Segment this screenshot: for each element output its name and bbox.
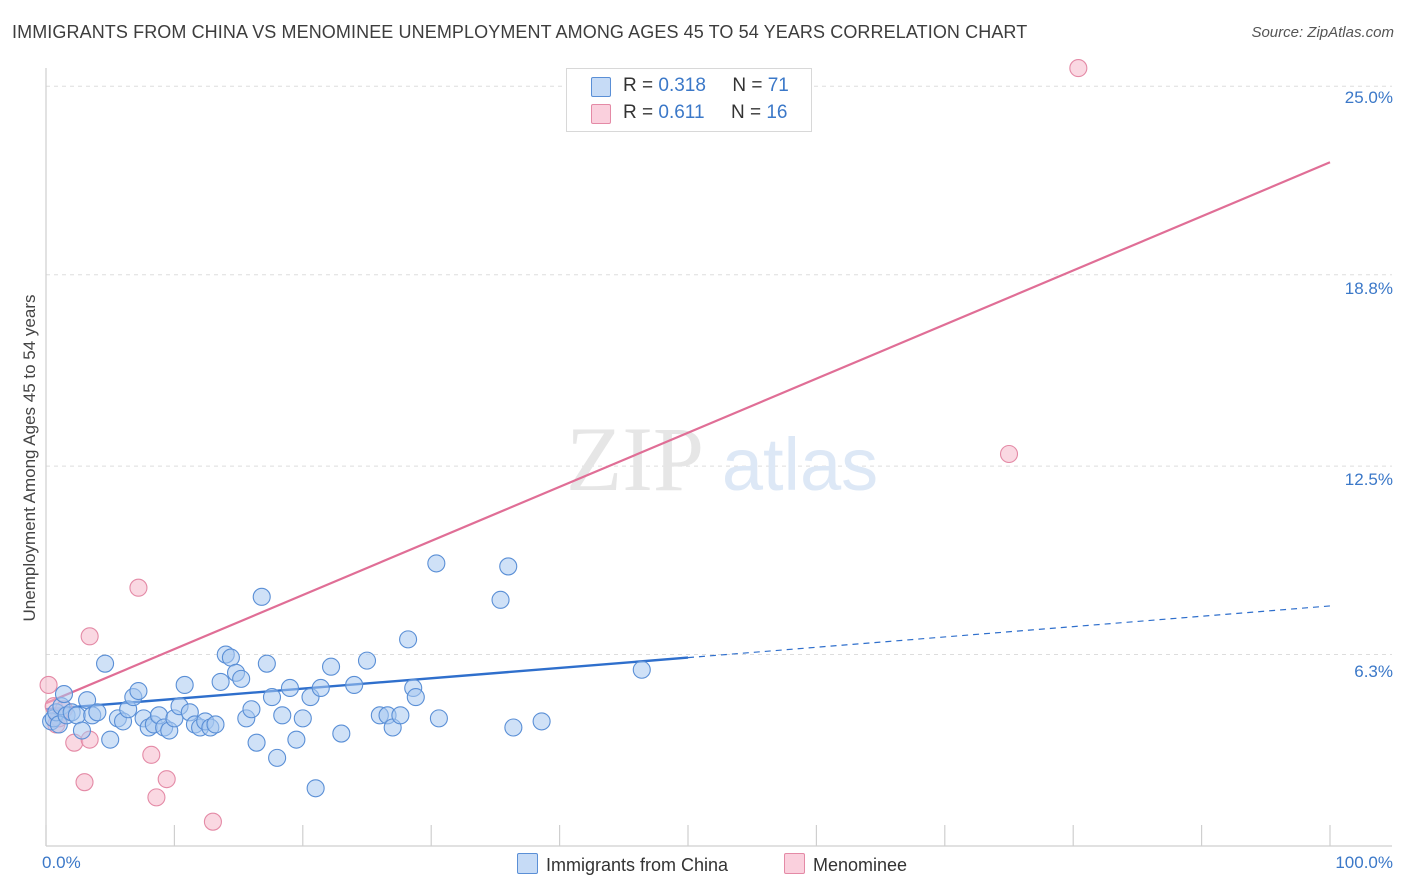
trendline-china bbox=[45, 656, 689, 711]
data-point-china bbox=[232, 669, 251, 688]
bottom-legend-swatch-china bbox=[517, 853, 538, 874]
legend-n-value-china: 71 bbox=[767, 75, 789, 96]
trendline-china-extension bbox=[687, 605, 1331, 659]
data-point-china bbox=[247, 733, 266, 752]
x-tick-label-max: 100.0% bbox=[1335, 853, 1393, 872]
legend-r-value-menominee: 0.611 bbox=[658, 102, 705, 123]
data-point-menominee bbox=[203, 812, 222, 831]
data-point-china bbox=[429, 709, 448, 728]
chart-title: IMMIGRANTS FROM CHINA VS MENOMINEE UNEMP… bbox=[12, 22, 1028, 42]
y-axis-label: Unemployment Among Ages 45 to 54 years bbox=[20, 294, 39, 622]
data-point-china bbox=[306, 779, 325, 798]
watermark-zip: ZIP bbox=[566, 408, 704, 510]
data-point-china bbox=[101, 730, 120, 749]
data-point-china bbox=[391, 706, 410, 725]
data-point-china bbox=[293, 709, 312, 728]
data-point-china bbox=[221, 648, 240, 667]
data-point-china bbox=[96, 654, 115, 673]
legend-n-value-menominee: 16 bbox=[766, 102, 788, 123]
y-tick-label: 12.5% bbox=[1344, 470, 1393, 489]
bottom-legend-label-menominee: Menominee bbox=[813, 855, 908, 875]
data-point-china bbox=[406, 688, 425, 707]
data-point-menominee bbox=[999, 444, 1019, 464]
legend-n-label: N = bbox=[732, 75, 763, 96]
correlation-legend: R = 0.318 N = 71 R = 0.611 N = 16 bbox=[566, 68, 812, 132]
y-tick-label: 6.3% bbox=[1354, 662, 1393, 681]
data-point-menominee bbox=[75, 773, 94, 792]
bottom-legend-label-china: Immigrants from China bbox=[546, 855, 729, 875]
bottom-legend-swatch-menominee bbox=[784, 853, 805, 874]
legend-n-label: N = bbox=[730, 102, 762, 123]
data-point-china bbox=[311, 678, 330, 698]
legend-r-value-china: 0.318 bbox=[658, 75, 706, 96]
data-point-china bbox=[280, 678, 300, 698]
data-point-menominee bbox=[142, 745, 161, 764]
data-point-menominee bbox=[1069, 59, 1088, 78]
data-point-menominee bbox=[129, 578, 148, 597]
data-point-china bbox=[427, 554, 446, 573]
data-point-china bbox=[287, 730, 306, 749]
data-point-china bbox=[504, 718, 523, 737]
data-point-china bbox=[399, 630, 418, 649]
data-point-china bbox=[273, 706, 292, 725]
data-point-china bbox=[321, 657, 341, 676]
data-point-menominee bbox=[80, 627, 99, 646]
data-point-china bbox=[252, 587, 271, 606]
data-point-china bbox=[491, 590, 510, 609]
bottom-legend-menominee: Menominee bbox=[784, 853, 907, 876]
y-tick-label: 18.8% bbox=[1344, 279, 1393, 298]
legend-r-label: R = bbox=[623, 75, 654, 96]
legend-swatch-china bbox=[591, 77, 611, 97]
axes bbox=[45, 68, 1392, 847]
data-point-china bbox=[268, 748, 287, 767]
watermark-atlas: atlas bbox=[722, 423, 878, 506]
data-point-china bbox=[211, 672, 230, 691]
data-point-china bbox=[242, 700, 261, 719]
grid-lines bbox=[46, 85, 1392, 656]
trendline-menominee bbox=[45, 161, 1331, 705]
data-point-china bbox=[67, 706, 86, 725]
data-point-china bbox=[632, 660, 651, 679]
bottom-legend-china: Immigrants from China bbox=[517, 853, 728, 876]
data-point-china bbox=[357, 651, 377, 670]
data-point-menominee bbox=[157, 770, 176, 789]
trendlines bbox=[45, 161, 1331, 711]
china-points bbox=[42, 554, 651, 798]
data-point-china bbox=[532, 712, 551, 731]
data-point-china bbox=[54, 685, 74, 704]
data-point-china bbox=[332, 724, 351, 743]
data-point-china bbox=[499, 557, 518, 576]
source-label: Source: ZipAtlas.com bbox=[1251, 24, 1394, 41]
data-point-china bbox=[345, 675, 364, 694]
data-point-china bbox=[72, 721, 92, 740]
data-point-china bbox=[257, 654, 276, 673]
data-point-china bbox=[129, 681, 148, 701]
data-point-china bbox=[88, 703, 107, 722]
data-point-china bbox=[175, 675, 194, 694]
y-tick-label: 25.0% bbox=[1344, 88, 1393, 107]
legend-swatch-menominee bbox=[591, 104, 611, 124]
legend-r-label: R = bbox=[623, 102, 654, 123]
data-point-china bbox=[262, 688, 282, 707]
data-point-menominee bbox=[39, 675, 58, 694]
data-point-menominee bbox=[147, 788, 166, 807]
x-tick-label-min: 0.0% bbox=[42, 853, 81, 872]
data-point-china bbox=[206, 715, 225, 734]
